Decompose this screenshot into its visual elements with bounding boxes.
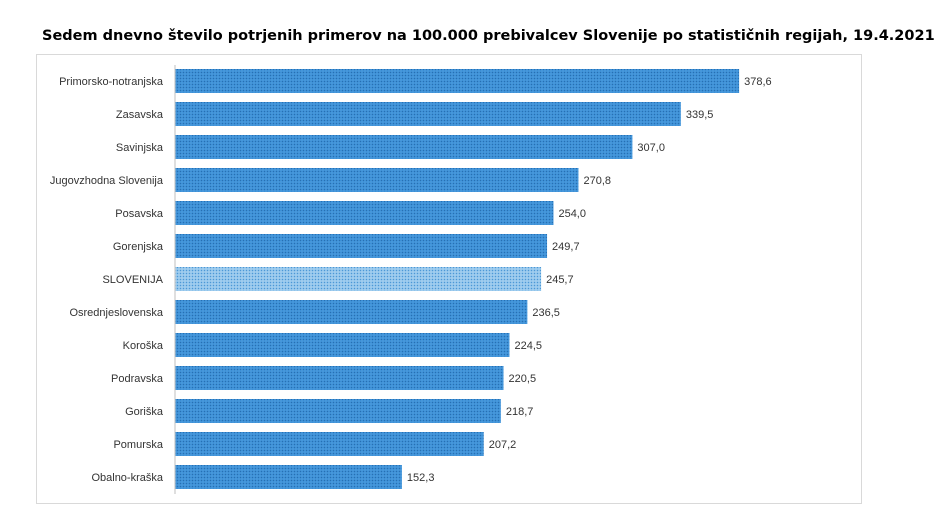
data-label: 152,3 (407, 472, 435, 484)
data-label: 236,5 (532, 307, 560, 319)
chart-title: Sedem dnevno število potrjenih primerov … (42, 28, 935, 44)
data-label: 378,6 (744, 76, 772, 88)
bar (175, 201, 554, 225)
bar (175, 432, 484, 456)
category-label: Goriška (125, 406, 164, 418)
category-label: Primorsko-notranjska (59, 76, 164, 88)
category-label: Posavska (115, 208, 164, 220)
category-label: Zasavska (116, 109, 164, 121)
bar (175, 102, 681, 126)
data-label: 207,2 (489, 439, 517, 451)
data-label: 218,7 (506, 406, 534, 418)
bar (175, 300, 528, 324)
plot-area (36, 54, 862, 504)
data-label: 249,7 (552, 241, 580, 253)
category-label: Gorenjska (113, 241, 164, 253)
bar (175, 399, 501, 423)
bar (175, 168, 579, 192)
bar (175, 69, 740, 93)
bar (175, 465, 402, 489)
bar (175, 333, 510, 357)
bars-layer: Primorsko-notranjska 378,6 Zasavska 339,5 Sa… (50, 69, 772, 489)
data-label: 254,0 (558, 208, 586, 220)
bar (175, 135, 633, 159)
category-label: SLOVENIJA (102, 274, 163, 286)
data-label: 220,5 (509, 373, 537, 385)
bar-highlight (175, 267, 542, 291)
category-label: Podravska (111, 373, 164, 385)
bar (175, 366, 504, 390)
category-label: Jugovzhodna Slovenija (50, 175, 164, 187)
data-label: 245,7 (546, 274, 574, 286)
category-label: Koroška (123, 340, 164, 352)
data-label: 307,0 (637, 142, 665, 154)
category-label: Savinjska (116, 142, 164, 154)
data-label: 224,5 (515, 340, 543, 352)
bar (175, 234, 548, 258)
category-label: Pomurska (113, 439, 163, 451)
data-label: 270,8 (583, 175, 611, 187)
category-label: Osrednjeslovenska (69, 307, 163, 319)
category-label: Obalno-kraška (91, 472, 163, 484)
data-label: 339,5 (686, 109, 714, 121)
